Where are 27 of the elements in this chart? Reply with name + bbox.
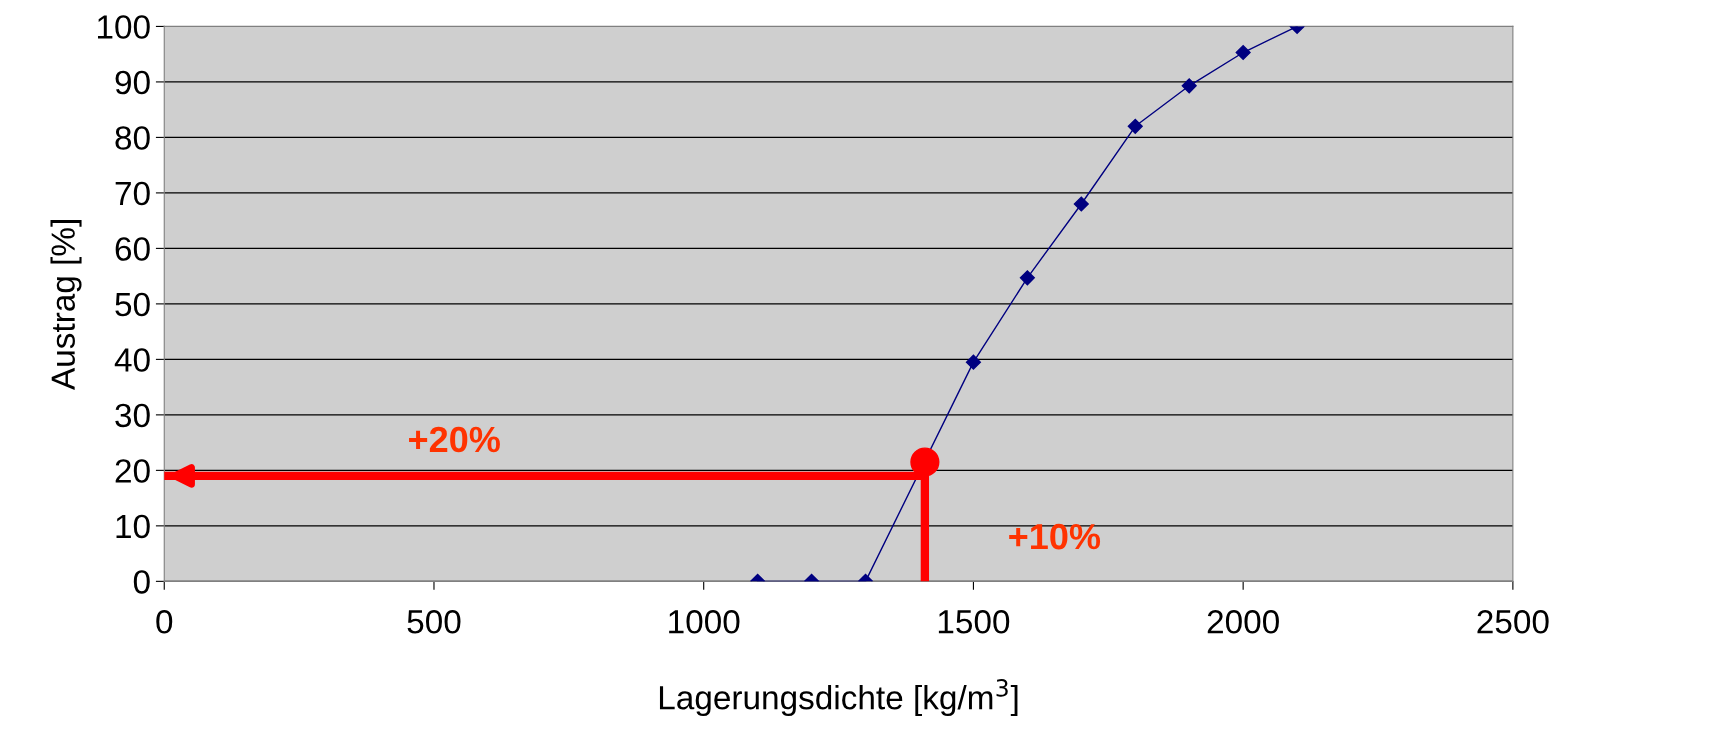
point <box>1019 270 1035 286</box>
y-tick-label: 10 <box>116 514 150 539</box>
x-tick-label: 0 <box>156 610 173 634</box>
point <box>1127 118 1143 134</box>
x-axis-title: Lagerungsdichte [kg/m$^{3}$] <box>659 679 1018 717</box>
x-tick-label: 1000 <box>669 610 740 634</box>
y-tick-label: 80 <box>115 126 150 150</box>
y-tick-label: 20 <box>115 459 150 483</box>
annotation: +20% <box>409 426 500 453</box>
point <box>1235 44 1251 61</box>
y-tick-label: 70 <box>115 181 150 206</box>
annotation: +10% <box>1009 523 1101 550</box>
x-tick-label: 2000 <box>1207 610 1279 634</box>
y-tick-label: 60 <box>115 237 150 261</box>
y-tick-label: 90 <box>115 70 150 95</box>
x-tick-label: 500 <box>407 610 461 634</box>
point <box>965 354 981 370</box>
y-tick-label: 50 <box>115 292 150 317</box>
y-tick-label: 0 <box>133 570 150 594</box>
x-tick-label: 1500 <box>938 610 1010 634</box>
point <box>1181 78 1197 94</box>
y-tick-label: 100 <box>97 15 150 39</box>
y-tick-label: 30 <box>115 403 150 428</box>
x-tick-label: 2500 <box>1477 610 1549 634</box>
point <box>1073 196 1089 212</box>
y-axis-title: Austrag [%] <box>50 220 82 390</box>
y-tick-label: 40 <box>114 348 150 372</box>
